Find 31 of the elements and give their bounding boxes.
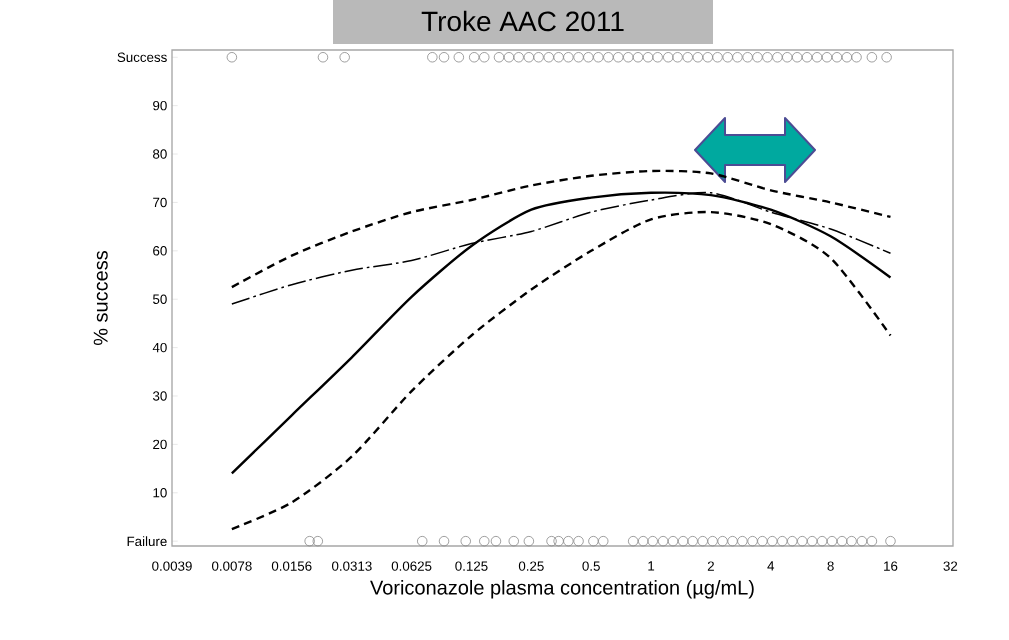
y-tick-label: 10 bbox=[153, 488, 167, 498]
y-tick-label: 20 bbox=[153, 439, 167, 450]
y-tick-label: 50 bbox=[153, 294, 167, 304]
y-axis-title: % success bbox=[93, 250, 108, 346]
y-tick-label: 30 bbox=[152, 391, 167, 401]
y-tick-label: 90 bbox=[153, 100, 167, 111]
line-series bbox=[230, 191, 892, 475]
y-tick-label: Failure bbox=[127, 536, 167, 547]
line-series bbox=[230, 169, 892, 289]
x-axis-title: Voriconazole plasma concentration (µg/mL) bbox=[370, 579, 754, 599]
x-tick-label: 4 bbox=[767, 561, 775, 571]
x-tick-label: 0.125 bbox=[455, 561, 488, 571]
y-tick-label: 80 bbox=[153, 149, 167, 159]
x-tick-label: 32 bbox=[943, 561, 958, 571]
x-tick-label: 2 bbox=[707, 561, 714, 571]
y-tick-label: 40 bbox=[152, 342, 167, 353]
x-tick-label: 0.0039 bbox=[152, 561, 192, 571]
chart-title: Troke AAC 2011 bbox=[421, 10, 624, 32]
y-tick-label: 70 bbox=[153, 197, 167, 208]
x-tick-label: 16 bbox=[884, 561, 898, 571]
y-tick-label: 60 bbox=[153, 246, 167, 256]
x-tick-label: 8 bbox=[827, 561, 834, 571]
x-tick-label: 0.0313 bbox=[331, 561, 372, 571]
x-tick-label: 0.0625 bbox=[391, 561, 432, 571]
y-tick-label: Success bbox=[117, 52, 167, 62]
x-tick-label: 0.5 bbox=[582, 561, 600, 571]
line-series bbox=[230, 210, 892, 531]
x-tick-label: 1 bbox=[648, 561, 655, 571]
x-tick-label: 0.0078 bbox=[211, 561, 252, 571]
x-tick-label: 0.0156 bbox=[271, 561, 312, 571]
x-tick-label: 0.25 bbox=[518, 561, 544, 571]
